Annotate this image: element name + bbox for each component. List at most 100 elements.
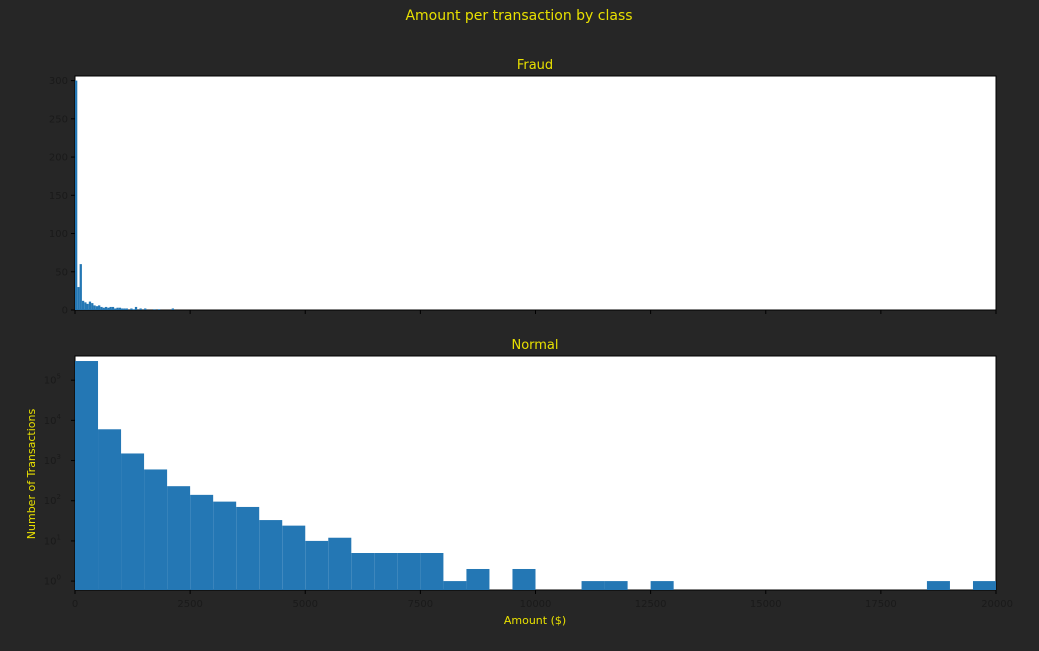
normal-bar [98,429,122,590]
normal-bar [282,525,306,590]
fraud-y-axis: 0 50 100 150 200 250 300 [49,76,75,317]
normal-bar [121,453,145,590]
y-axis-label: Number of Transactions [25,409,38,540]
normal-bar [926,581,950,590]
normal-bar [972,581,996,590]
normal-y-tick-exponent: 2 [57,493,61,501]
fraud-bar [98,305,101,310]
normal-bar [190,494,214,590]
normal-bar [420,553,444,590]
normal-x-tick-label: 20000 [981,599,1013,610]
fraud-y-tick-label: 0 [62,306,68,317]
fraud-bar [86,303,89,310]
fraud-bar [114,308,117,310]
normal-bars [75,361,996,590]
normal-bar [650,581,674,590]
normal-y-tick-base: 10 [44,416,57,427]
fraud-bar [107,307,110,310]
fraud-bar [79,264,82,310]
normal-y-tick-base: 10 [44,376,57,387]
normal-y-tick-exponent: 4 [57,413,62,421]
fraud-y-tick-label: 150 [49,191,68,202]
normal-bar [144,469,168,590]
figure-title: Amount per transaction by class [405,8,632,24]
normal-bar [604,581,628,590]
fraud-bar [91,303,94,310]
normal-bar [167,486,191,590]
normal-x-tick-label: 15000 [750,599,782,610]
fraud-plot-area [74,75,997,311]
fraud-bar [104,306,108,310]
normal-bar [75,361,99,590]
fraud-bar [118,307,122,310]
fraud-bar [132,309,135,310]
fraud-bar [125,308,128,310]
normal-x-axis: 0 2500 5000 7500 10000 12500 15000 17500 20000 [72,590,1013,610]
normal-y-tick-exponent: 5 [57,373,61,381]
normal-y-tick-label: 101 [44,533,61,547]
fraud-bar [139,308,142,310]
normal-y-tick-base: 10 [44,536,57,547]
fraud-bar [157,309,161,310]
fraud-bar [123,308,126,310]
normal-bar [305,540,329,590]
fraud-bar [111,306,115,310]
normal-x-tick-label: 12500 [635,599,667,610]
fraud-bar [116,307,119,310]
fraud-y-tick-label: 50 [55,267,68,278]
fraud-subplot: Fraud 0 50 100 150 200 250 300 [49,58,997,317]
normal-bar [328,537,352,590]
normal-subplot-title: Normal [511,338,558,353]
normal-bar [466,568,490,590]
fraud-x-axis [74,310,997,314]
fraud-bar [134,306,138,310]
normal-bar [581,581,605,590]
normal-bar [374,553,398,590]
fraud-bar [93,305,96,310]
x-axis-label: Amount ($) [504,614,566,627]
fraud-bar [81,300,85,310]
fraud-bar [95,306,99,310]
normal-y-tick-base: 10 [44,496,57,507]
fraud-y-tick-label: 250 [49,114,68,125]
fraud-bars [75,80,174,310]
normal-x-tick-label: 2500 [177,599,202,610]
normal-bar [259,520,283,590]
normal-x-tick-label: 5000 [293,599,318,610]
fraud-bar [77,287,80,310]
normal-y-tick-label: 103 [44,453,61,467]
fraud-bar [88,301,92,310]
fraud-bar [109,306,112,310]
normal-x-tick-label: 10000 [520,599,552,610]
normal-y-tick-label: 105 [44,373,61,387]
normal-bar [213,501,237,590]
fraud-bar [84,302,87,310]
normal-y-tick-exponent: 1 [57,533,61,541]
fraud-bar [75,80,78,310]
normal-y-tick-exponent: 0 [57,574,61,582]
fraud-y-tick-label: 300 [49,76,68,87]
normal-bar [443,581,467,590]
normal-y-tick-label: 104 [44,413,62,427]
normal-x-tick-label: 17500 [865,599,897,610]
fraud-y-tick-label: 100 [49,229,68,240]
fraud-subplot-title: Fraud [517,58,553,73]
normal-bar [351,553,375,590]
normal-x-tick-label: 0 [72,599,78,610]
fraud-bar [100,306,103,310]
fraud-bar [171,308,174,310]
normal-bar [512,568,536,590]
normal-y-tick-label: 102 [44,493,61,507]
fraud-bar [102,307,105,310]
fraud-bar [121,308,124,310]
fraud-bar [153,309,156,310]
normal-bar [397,553,421,590]
fraud-bar [144,308,147,310]
normal-y-tick-base: 10 [44,577,57,588]
normal-x-tick-label: 7500 [408,599,433,610]
fraud-bar [130,308,133,310]
fraud-y-tick-label: 200 [49,153,68,164]
